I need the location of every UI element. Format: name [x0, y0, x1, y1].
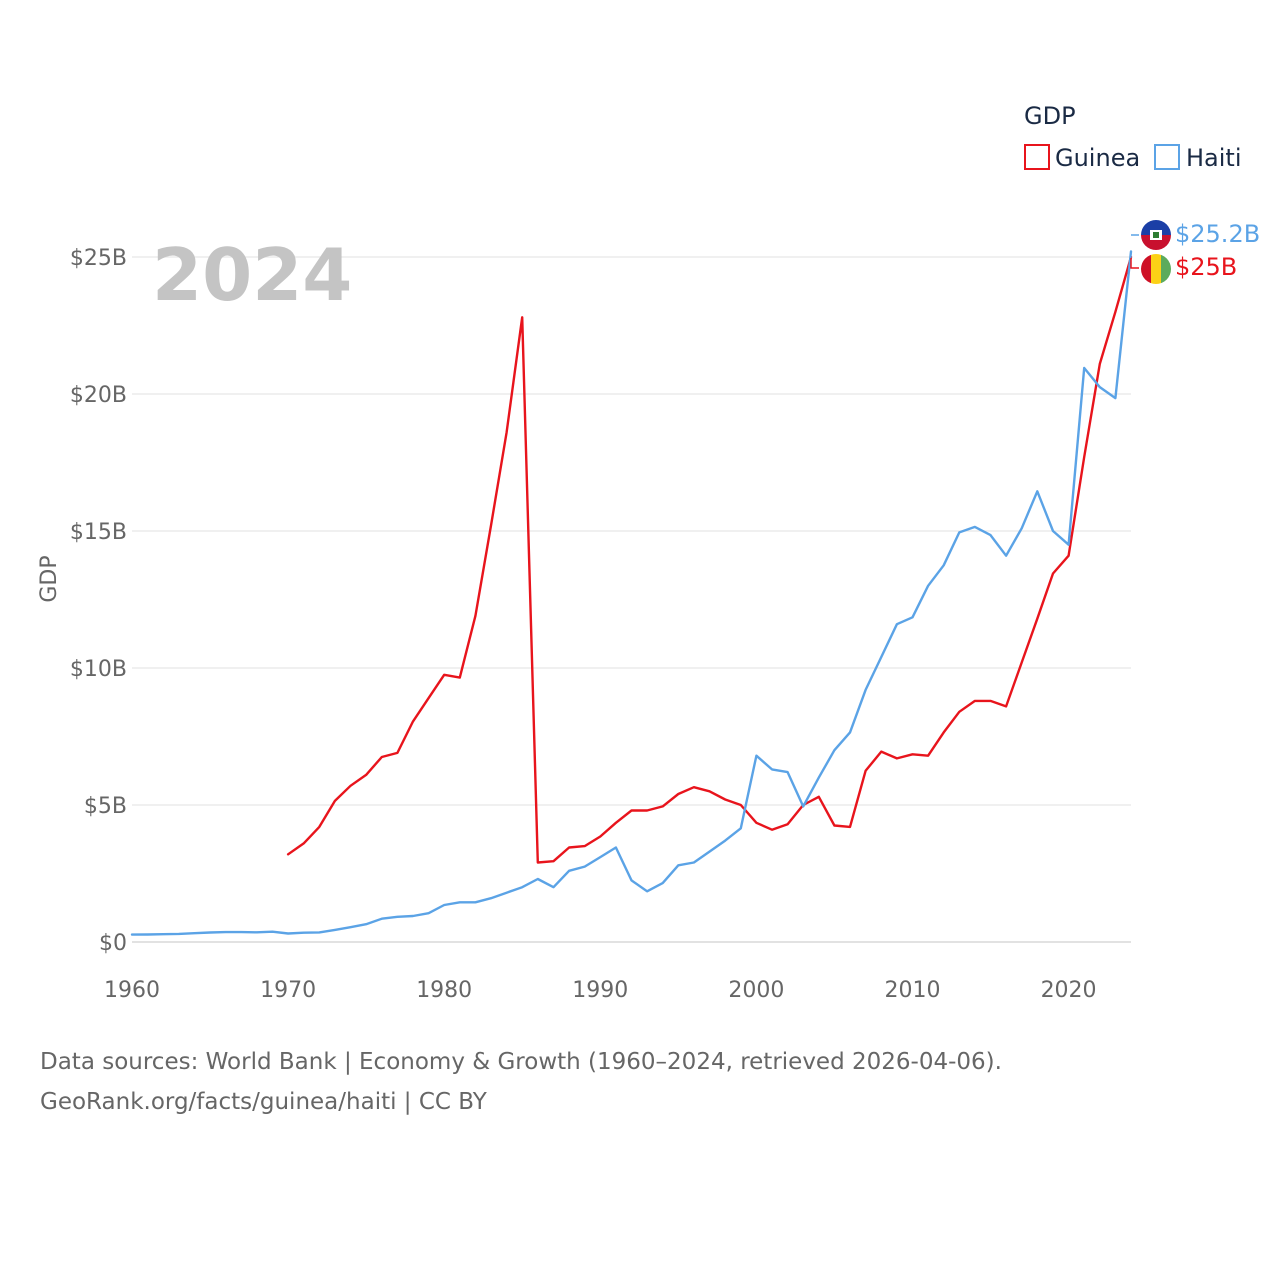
- y-axis-ticks: $0 $5B $10B $15B $20B $25B: [70, 246, 127, 956]
- x-tick-label: 2000: [728, 978, 784, 1003]
- x-tick-label: 1970: [260, 978, 316, 1003]
- y-tick-label: $15B: [70, 520, 127, 545]
- series-line-haiti[interactable]: [130, 250, 1133, 936]
- x-tick-label: 1980: [416, 978, 472, 1003]
- haiti-flag-icon: [1141, 220, 1171, 250]
- series-lines: [130, 250, 1133, 936]
- legend-swatch-guinea: [1024, 144, 1050, 170]
- guinea-end-label: $25B: [1175, 253, 1237, 281]
- y-tick-label: $20B: [70, 383, 127, 408]
- footer-sources: Data sources: World Bank | Economy & Gro…: [40, 1049, 1002, 1075]
- y-tick-label: $10B: [70, 657, 127, 682]
- footer-attribution[interactable]: GeoRank.org/facts/guinea/haiti | CC BY: [40, 1089, 487, 1115]
- end-labels: $25.2B $25B: [1130, 220, 1260, 284]
- year-label: 2024: [152, 233, 352, 317]
- y-tick-label: $5B: [84, 794, 127, 819]
- y-tick-label: $25B: [70, 246, 127, 271]
- legend-item-haiti[interactable]: Haiti: [1154, 144, 1242, 172]
- y-tick-label: $0: [99, 931, 127, 956]
- x-tick-label: 1960: [104, 978, 160, 1003]
- legend: GDP Guinea Haiti: [1024, 102, 1242, 172]
- footer: Data sources: World Bank | Economy & Gro…: [40, 1042, 1002, 1122]
- series-line-guinea[interactable]: [286, 255, 1133, 864]
- x-axis-ticks: 1960 1970 1980 1990 2000 2010 2020: [104, 978, 1097, 1003]
- x-tick-label: 1990: [572, 978, 628, 1003]
- gdp-line-chart: $0 $5B $10B $15B $20B $25B 1960 1970 1980 1990 20…: [37, 102, 1260, 1003]
- legend-item-guinea[interactable]: Guinea: [1024, 144, 1140, 172]
- legend-title: GDP: [1024, 102, 1076, 130]
- legend-label-guinea: Guinea: [1055, 144, 1140, 172]
- legend-swatch-haiti: [1154, 144, 1180, 170]
- guinea-end-connector: [1130, 258, 1139, 269]
- haiti-end-label: $25.2B: [1175, 220, 1260, 248]
- legend-label-haiti: Haiti: [1186, 144, 1242, 172]
- x-tick-label: 2010: [884, 978, 940, 1003]
- y-axis-label: GDP: [37, 555, 62, 602]
- guinea-flag-icon: [1141, 254, 1171, 284]
- x-tick-label: 2020: [1041, 978, 1097, 1003]
- gridlines: [132, 256, 1131, 943]
